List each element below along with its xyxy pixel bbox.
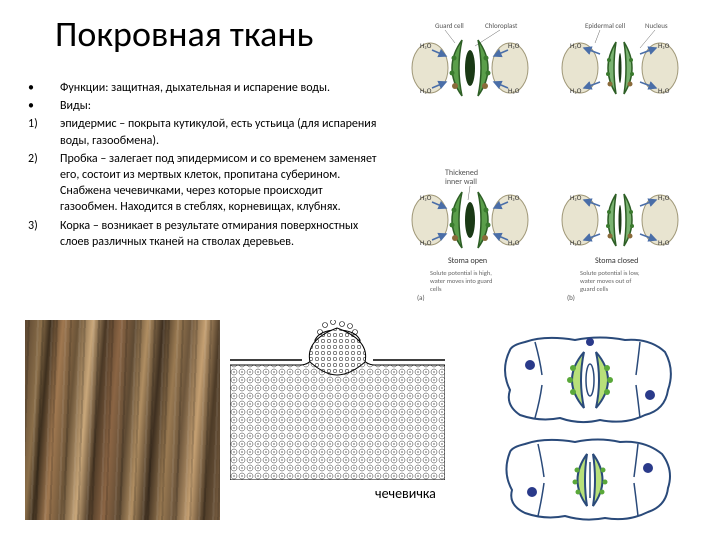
svg-text:H₂O: H₂O xyxy=(658,41,670,50)
svg-text:H₂O: H₂O xyxy=(570,238,582,247)
svg-text:H₂O: H₂O xyxy=(570,193,582,202)
svg-text:H₂O: H₂O xyxy=(658,86,670,95)
lenticel-diagram xyxy=(230,320,445,480)
svg-text:H₂O: H₂O xyxy=(658,238,670,247)
bullet-marker: • xyxy=(20,98,60,114)
svg-text:cells: cells xyxy=(430,285,442,293)
svg-text:(a): (a) xyxy=(417,293,425,302)
bullet-text: Пробка – залегает под эпидермисом и со в… xyxy=(60,151,380,216)
svg-text:Guard cell: Guard cell xyxy=(435,21,464,30)
page-title: Покровная ткань xyxy=(55,12,313,56)
bullet-marker: 3) xyxy=(20,218,60,250)
svg-text:H₂O: H₂O xyxy=(420,86,432,95)
bullet-text: эпидермис – покрыта кутикулой, есть усть… xyxy=(60,116,380,148)
svg-text:H₂O: H₂O xyxy=(508,238,520,247)
svg-text:Solute potential is high,: Solute potential is high, xyxy=(430,269,492,277)
svg-text:Nucleus: Nucleus xyxy=(645,21,668,30)
bullet-row: 2) Пробка – залегает под эпидермисом и с… xyxy=(20,151,380,216)
svg-text:H₂O: H₂O xyxy=(420,238,432,247)
svg-text:Solute potential is low,: Solute potential is low, xyxy=(580,269,640,277)
svg-text:inner wall: inner wall xyxy=(445,177,477,187)
svg-text:Stoma open: Stoma open xyxy=(448,256,487,266)
svg-text:H₂O: H₂O xyxy=(508,41,520,50)
bullet-row: 1) эпидермис – покрыта кутикулой, есть у… xyxy=(20,116,380,148)
bullet-text: Виды: xyxy=(60,98,380,114)
stoma-diagram-row2: Thickened inner wall H₂O H₂O H₂O H₂O xyxy=(400,165,700,305)
stoma-diagram-top: Guard cell Chloroplast Epidermal cell Nu… xyxy=(400,18,700,178)
bullet-row: • Виды: xyxy=(20,98,380,114)
svg-text:H₂O: H₂O xyxy=(508,86,520,95)
bullet-text: Функции: защитная, дыхательная и испарен… xyxy=(60,80,380,96)
bullet-marker: 2) xyxy=(20,151,60,216)
svg-text:H₂O: H₂O xyxy=(508,193,520,202)
svg-text:H₂O: H₂O xyxy=(420,193,432,202)
bullet-marker: 1) xyxy=(20,116,60,148)
svg-text:water moves out of: water moves out of xyxy=(580,277,631,285)
svg-text:H₂O: H₂O xyxy=(570,86,582,95)
bark-photo xyxy=(25,320,220,520)
svg-text:H₂O: H₂O xyxy=(570,41,582,50)
bullet-row: • Функции: защитная, дыхательная и испар… xyxy=(20,80,380,96)
bark-texture-overlay xyxy=(25,320,220,520)
svg-text:Epidermal cell: Epidermal cell xyxy=(585,21,625,30)
svg-text:water moves into guard: water moves into guard xyxy=(430,277,492,285)
svg-text:(b): (b) xyxy=(567,293,575,302)
lenticel-label: чечевичка xyxy=(375,485,436,502)
svg-text:H₂O: H₂O xyxy=(658,193,670,202)
svg-text:Stoma closed: Stoma closed xyxy=(595,256,638,266)
text-content: • Функции: защитная, дыхательная и испар… xyxy=(20,80,380,252)
bullet-marker: • xyxy=(20,80,60,96)
svg-text:Chloroplast: Chloroplast xyxy=(485,21,518,30)
svg-text:guard cells: guard cells xyxy=(580,285,609,293)
svg-text:H₂O: H₂O xyxy=(420,41,432,50)
stoma-sketches xyxy=(480,330,700,530)
bullet-text: Корка – возникает в результате отмирания… xyxy=(60,218,380,250)
bullet-row: 3) Корка – возникает в результате отмира… xyxy=(20,218,380,250)
